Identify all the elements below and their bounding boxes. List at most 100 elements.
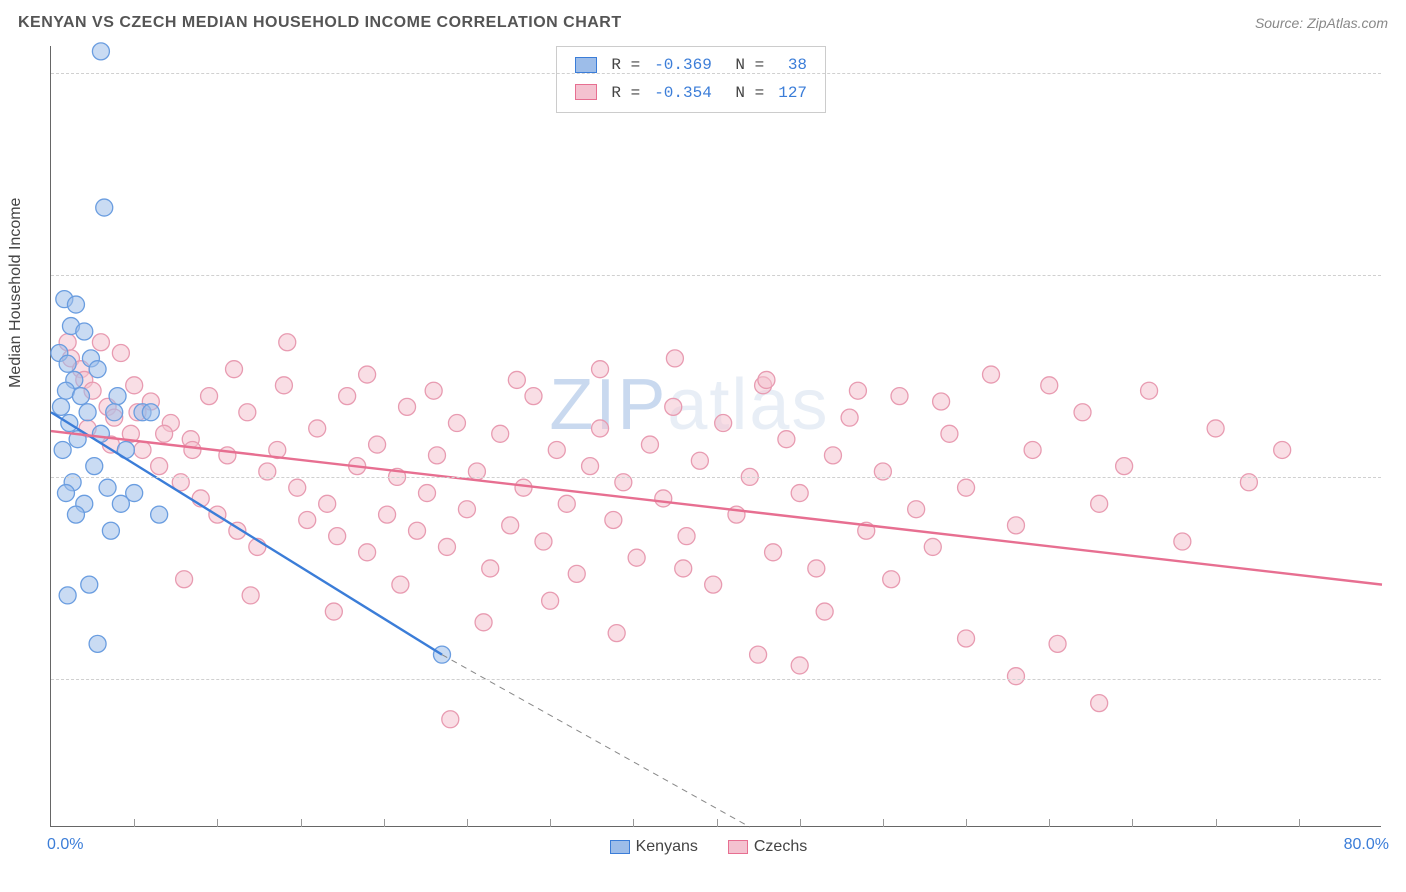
point-czechs <box>841 409 858 426</box>
point-czechs <box>824 447 841 464</box>
point-czechs <box>492 425 509 442</box>
legend-item-kenyans: Kenyans <box>610 838 698 856</box>
point-kenyans <box>59 587 76 604</box>
point-czechs <box>665 398 682 415</box>
x-minor-tick <box>550 819 551 827</box>
point-czechs <box>891 388 908 405</box>
point-kenyans <box>76 323 93 340</box>
point-czechs <box>438 538 455 555</box>
x-minor-tick <box>633 819 634 827</box>
point-kenyans <box>72 388 89 405</box>
point-kenyans <box>59 355 76 372</box>
point-kenyans <box>89 361 106 378</box>
point-czechs <box>542 592 559 609</box>
point-kenyans <box>67 506 84 523</box>
point-czechs <box>592 420 609 437</box>
point-kenyans <box>67 296 84 313</box>
point-czechs <box>608 625 625 642</box>
point-czechs <box>705 576 722 593</box>
x-minor-tick <box>301 819 302 827</box>
point-czechs <box>242 587 259 604</box>
point-czechs <box>883 571 900 588</box>
point-kenyans <box>102 522 119 539</box>
point-czechs <box>525 388 542 405</box>
x-minor-tick <box>1049 819 1050 827</box>
point-czechs <box>151 458 168 475</box>
point-czechs <box>715 415 732 432</box>
point-czechs <box>908 501 925 518</box>
y-axis-title: Median Household Income <box>7 198 25 388</box>
point-kenyans <box>52 398 69 415</box>
x-minor-tick <box>800 819 801 827</box>
point-czechs <box>399 398 416 415</box>
x-axis-max-label: 80.0% <box>1344 836 1389 854</box>
point-czechs <box>778 431 795 448</box>
point-czechs <box>458 501 475 518</box>
point-czechs <box>605 511 622 528</box>
point-kenyans <box>151 506 168 523</box>
x-minor-tick <box>134 819 135 827</box>
point-czechs <box>515 479 532 496</box>
point-czechs <box>369 436 386 453</box>
y-tick-label: $75,000 <box>1391 468 1406 486</box>
point-czechs <box>428 447 445 464</box>
point-czechs <box>808 560 825 577</box>
point-czechs <box>958 630 975 647</box>
point-czechs <box>219 447 236 464</box>
point-czechs <box>924 538 941 555</box>
point-czechs <box>750 646 767 663</box>
point-kenyans <box>96 199 113 216</box>
point-czechs <box>475 614 492 631</box>
point-czechs <box>941 425 958 442</box>
point-kenyans <box>92 43 109 60</box>
point-czechs <box>1274 441 1291 458</box>
point-czechs <box>958 479 975 496</box>
gridline <box>51 679 1381 680</box>
trendline-extrapolate-kenyans <box>442 655 750 827</box>
x-minor-tick <box>966 819 967 827</box>
point-czechs <box>1049 635 1066 652</box>
trendline-czechs <box>51 431 1382 585</box>
correlation-legend: R =-0.369 N =38R =-0.354 N =127 <box>556 46 826 113</box>
legend-row-kenyans: R =-0.369 N =38 <box>569 53 813 79</box>
point-czechs <box>184 441 201 458</box>
point-czechs <box>359 366 376 383</box>
point-czechs <box>442 711 459 728</box>
y-tick-label: $37,500 <box>1391 670 1406 688</box>
gridline <box>51 275 1381 276</box>
point-czechs <box>983 366 1000 383</box>
point-kenyans <box>109 388 126 405</box>
point-czechs <box>325 603 342 620</box>
point-kenyans <box>86 458 103 475</box>
point-kenyans <box>142 404 159 421</box>
x-minor-tick <box>1132 819 1133 827</box>
point-czechs <box>1024 441 1041 458</box>
legend-row-czechs: R =-0.354 N =127 <box>569 81 813 107</box>
point-czechs <box>419 485 436 502</box>
point-czechs <box>675 560 692 577</box>
x-minor-tick <box>384 819 385 827</box>
series-legend: KenyansCzechs <box>610 838 808 856</box>
point-czechs <box>1074 404 1091 421</box>
point-czechs <box>112 345 129 362</box>
point-czechs <box>691 452 708 469</box>
point-czechs <box>156 425 173 442</box>
point-czechs <box>666 350 683 367</box>
point-kenyans <box>99 479 116 496</box>
point-czechs <box>239 404 256 421</box>
point-czechs <box>582 458 599 475</box>
point-czechs <box>655 490 672 507</box>
x-minor-tick <box>717 819 718 827</box>
point-czechs <box>849 382 866 399</box>
point-czechs <box>508 371 525 388</box>
point-czechs <box>816 603 833 620</box>
point-czechs <box>134 441 151 458</box>
scatter-svg <box>51 46 1381 826</box>
point-czechs <box>409 522 426 539</box>
point-czechs <box>92 334 109 351</box>
x-minor-tick <box>883 819 884 827</box>
chart-source: Source: ZipAtlas.com <box>1255 15 1388 31</box>
gridline <box>51 477 1381 478</box>
point-czechs <box>339 388 356 405</box>
point-kenyans <box>54 441 71 458</box>
